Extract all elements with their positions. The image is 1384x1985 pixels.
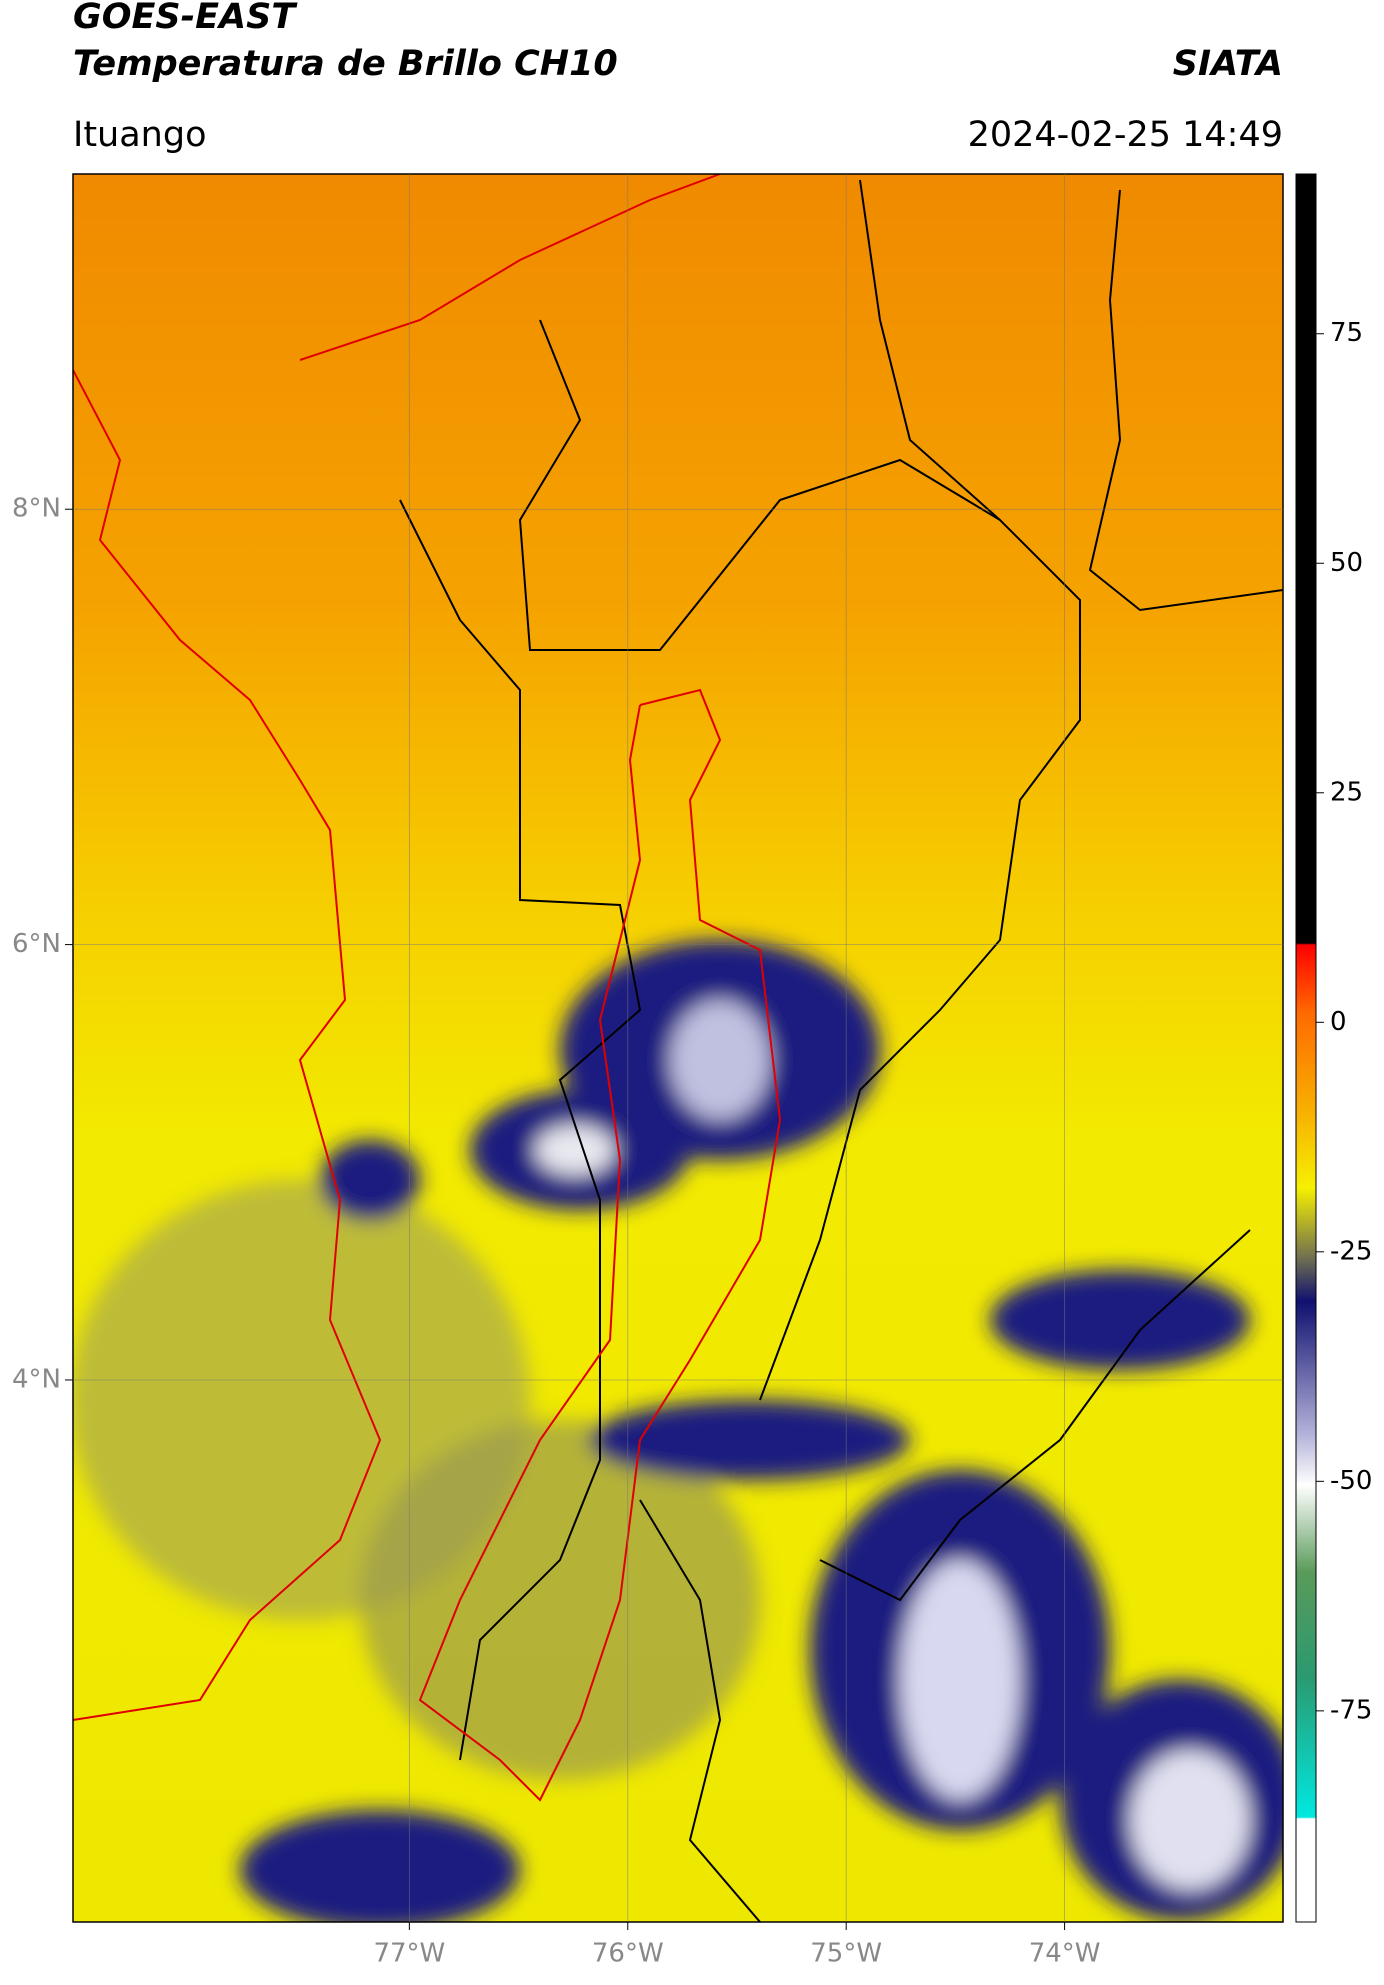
datetime: 2024-02-25 14:49 <box>968 115 1283 155</box>
x-tick-label: 74°W <box>1029 1939 1101 1969</box>
colorbar <box>1295 173 1317 1923</box>
map-area <box>73 174 1283 1922</box>
x-tick-label: 75°W <box>810 1939 882 1969</box>
colorbar-tick-label: 0 <box>1330 1007 1347 1037</box>
colorbar-tick-label: 25 <box>1330 777 1363 807</box>
y-tick-label: 4°N <box>12 1364 61 1394</box>
y-tick-label: 8°N <box>12 494 61 524</box>
x-tick-label: 77°W <box>373 1939 445 1969</box>
colorbar-tick-label: -50 <box>1330 1466 1372 1496</box>
colorbar-tick-label: 50 <box>1330 548 1363 578</box>
y-tick-label: 6°N <box>12 929 61 959</box>
colorbar-tick-label: -75 <box>1330 1695 1372 1725</box>
borders <box>399 179 1283 1922</box>
colorbar-tick-label: 75 <box>1330 318 1363 348</box>
title: GOES-EAST <box>73 0 298 37</box>
location: Ituango <box>73 115 207 155</box>
colorbar-tick-label: -25 <box>1330 1236 1372 1266</box>
subtitle: Temperatura de Brillo CH10 <box>73 44 618 84</box>
map-frame <box>72 173 1284 1923</box>
x-tick-label: 76°W <box>592 1939 664 1969</box>
coast-and-region <box>73 174 782 1802</box>
source: SIATA <box>1173 44 1283 84</box>
cloud-field <box>73 940 1283 1922</box>
